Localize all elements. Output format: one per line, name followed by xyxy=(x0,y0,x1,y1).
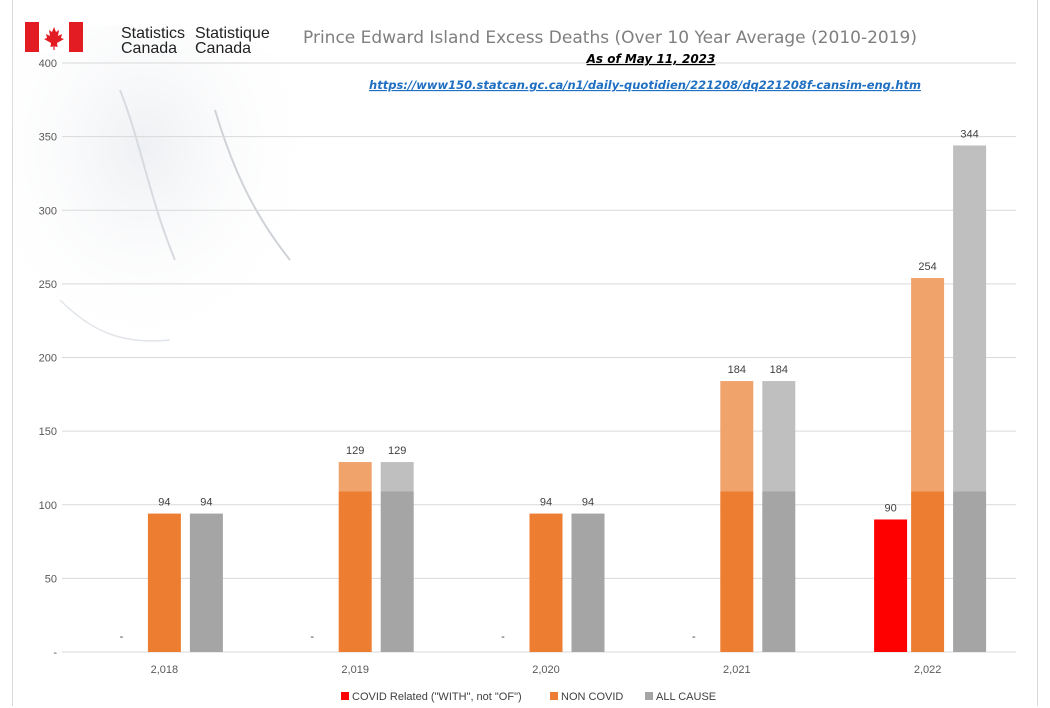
bar-non-covid-excess xyxy=(720,381,754,492)
data-label-covid: - xyxy=(120,631,124,643)
x-tick-label: 2,022 xyxy=(914,664,942,676)
data-label-non-covid: 94 xyxy=(540,497,552,509)
bar-all-cause-base xyxy=(571,513,605,652)
legend-label-covid: COVID Related ("WITH", not "OF") xyxy=(352,691,522,703)
bar-non-covid-excess xyxy=(911,277,945,492)
y-tick-label: 200 xyxy=(39,353,57,365)
bar-non-covid-base xyxy=(147,513,181,652)
chart-frame xyxy=(12,0,1038,706)
data-label-covid: 90 xyxy=(884,502,896,514)
bar-non-covid-base xyxy=(911,491,945,652)
data-label-non-covid: 94 xyxy=(158,497,170,509)
x-tick-label: 2,021 xyxy=(723,664,751,676)
y-tick-label: 350 xyxy=(39,132,57,144)
y-tick-label: 400 xyxy=(39,58,57,70)
data-label-non-covid: 129 xyxy=(346,445,364,457)
bar-all-cause-excess xyxy=(953,145,987,492)
bar-non-covid-base xyxy=(529,513,563,652)
data-label-covid: - xyxy=(501,631,505,643)
data-label-all-cause: 94 xyxy=(582,497,594,509)
bar-non-covid-base xyxy=(720,491,754,652)
bar-all-cause-base xyxy=(762,491,796,652)
org-name-french: Statistique Canada xyxy=(195,25,270,57)
org-en-line2: Canada xyxy=(121,40,178,57)
y-tick-label: 100 xyxy=(39,500,57,512)
legend-label-all-cause: ALL CAUSE xyxy=(656,691,716,703)
data-labels: - 94 94 - 129 129 - 94 94 - 184 184 90 254 344 xyxy=(120,128,979,643)
canada-flag-logo xyxy=(25,22,83,52)
y-tick-label: - xyxy=(53,647,57,659)
y-tick-label: 50 xyxy=(45,573,57,585)
y-tick-label: 150 xyxy=(39,426,57,438)
org-fr-line2: Canada xyxy=(195,40,252,57)
legend: COVID Related ("WITH", not "OF") NON COV… xyxy=(341,691,716,703)
y-tick-label: 300 xyxy=(39,205,57,217)
chart-title: Prince Edward Island Excess Deaths (Over… xyxy=(303,28,917,48)
org-en-line1: Statistics xyxy=(121,25,186,42)
chart-subtitle: As of May 11, 2023 xyxy=(586,52,716,66)
bar-covid xyxy=(874,519,908,652)
x-tick-label: 2,018 xyxy=(151,664,179,676)
bars xyxy=(147,145,987,652)
bar-all-cause-excess xyxy=(380,462,414,492)
bar-all-cause-base xyxy=(189,513,223,652)
data-label-all-cause: 184 xyxy=(770,364,788,376)
data-label-non-covid: 254 xyxy=(918,261,936,273)
source-link[interactable]: https://www150.statcan.gc.ca/n1/daily-qu… xyxy=(369,78,921,92)
bar-all-cause-excess xyxy=(762,381,796,492)
x-axis-ticks: 2,018 2,019 2,020 2,021 2,022 xyxy=(151,664,942,676)
data-label-covid: - xyxy=(310,631,314,643)
bar-all-cause-base xyxy=(380,491,414,652)
data-label-all-cause: 129 xyxy=(388,445,406,457)
y-tick-label: 250 xyxy=(39,279,57,291)
data-label-non-covid: 184 xyxy=(728,364,746,376)
legend-swatch-non-covid xyxy=(550,692,558,700)
data-label-all-cause: 94 xyxy=(200,497,212,509)
bar-all-cause-base xyxy=(953,491,987,652)
x-tick-label: 2,019 xyxy=(341,664,369,676)
background-watermark xyxy=(10,25,307,377)
bar-non-covid-excess xyxy=(338,462,372,492)
legend-swatch-covid xyxy=(341,692,349,700)
legend-label-non-covid: NON COVID xyxy=(561,691,623,703)
x-tick-label: 2,020 xyxy=(532,664,560,676)
data-label-all-cause: 344 xyxy=(960,128,978,140)
y-axis-ticks: - 50 100 150 200 250 300 350 400 xyxy=(39,58,58,659)
org-name-english: Statistics Canada xyxy=(121,25,186,57)
bar-non-covid-base xyxy=(338,491,372,652)
org-fr-line1: Statistique xyxy=(195,25,270,42)
data-label-covid: - xyxy=(692,631,696,643)
legend-swatch-all-cause xyxy=(645,692,653,700)
